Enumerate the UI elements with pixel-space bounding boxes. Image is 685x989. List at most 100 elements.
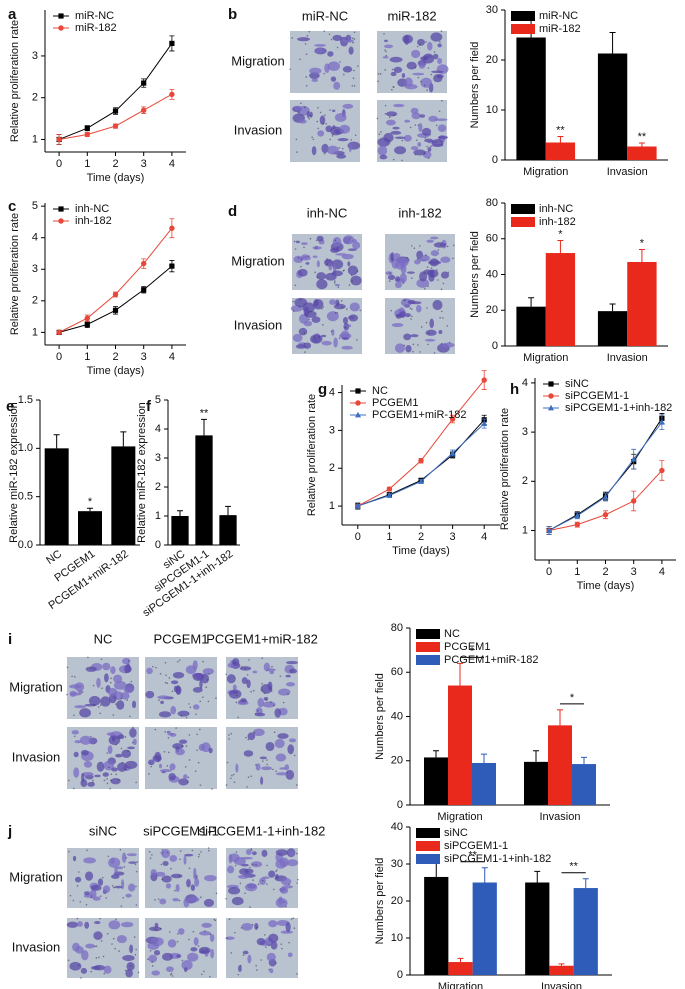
pore [228,734,230,736]
cell [310,334,323,344]
pore [323,30,326,32]
error-bar [528,297,535,307]
bar [627,261,657,346]
pore [346,308,348,310]
cell [394,343,405,353]
cell [73,767,80,778]
bar [525,882,550,975]
pore [388,116,391,119]
pore [211,788,213,790]
cell [85,666,97,672]
pore [178,659,181,661]
panel-letter: b [228,6,237,23]
pore [203,930,206,932]
column-label: siNC [89,823,117,838]
marker [386,492,393,498]
cell [121,921,134,928]
marker [112,108,119,114]
pore [317,106,319,109]
pore [99,917,101,920]
pore [112,714,115,716]
y-tick-label: 1.0 [18,442,33,454]
y-tick-label: 1.5 [18,394,33,406]
pore [164,661,167,664]
legend-swatch [416,629,440,639]
cell [94,774,101,778]
cell [277,733,289,739]
x-tick-label: 0 [546,566,552,578]
pore [308,30,311,33]
marker [574,521,580,528]
pore [426,266,429,268]
cell [303,320,313,327]
cell [165,883,172,889]
cell [172,898,179,902]
pore [348,284,351,286]
pore [164,731,167,733]
cell [285,921,291,933]
cell [341,345,353,350]
pore [69,894,72,897]
cell [314,43,327,47]
pore [411,315,413,318]
error-bar [177,510,183,516]
pore [420,80,422,83]
pore [275,962,277,964]
cell [77,921,83,927]
y-tick-label: 20 [391,755,403,767]
x-tick-label: 1 [84,351,90,363]
pore [279,675,282,677]
cell [232,684,237,691]
cell [260,776,264,785]
legend-label: inh-NC [539,203,573,215]
pore [286,771,288,774]
cell [103,965,112,974]
micrograph [145,918,217,978]
pore [322,306,325,308]
cell [412,72,425,76]
cell [235,763,239,773]
error-bar [557,136,564,143]
pore [305,53,308,55]
pore [261,760,264,762]
cell [286,859,299,867]
x-tick-label: 3 [631,566,637,578]
cell [242,950,249,955]
pore [177,660,179,663]
marker [169,91,175,98]
cell [125,969,133,978]
pore [79,901,82,903]
cell [116,866,124,870]
panel-letter: i [8,631,12,648]
cell [437,135,448,140]
cell [389,56,403,63]
pore [187,781,189,783]
cell [311,316,321,323]
micrograph [289,30,360,93]
cell [275,898,288,908]
y-tick-label: 3 [32,263,38,275]
cell [265,668,276,672]
pore [357,65,359,67]
pore [291,37,294,39]
pore [418,245,421,247]
cell [393,66,403,74]
pore [166,682,169,685]
marker [84,125,90,131]
legend-label: siPCGEM1-1+inh-182 [565,402,672,414]
cell [161,848,171,859]
cell [169,763,176,771]
pore [199,700,202,703]
pore [328,33,331,36]
cell [167,939,177,948]
pore [161,878,164,881]
pore [439,316,441,319]
pore [414,124,417,126]
pore [99,712,102,715]
column-label: inh-NC [307,205,347,220]
cell [301,254,309,259]
cell [108,735,121,746]
cell [74,740,82,744]
cell [151,970,161,976]
pore [417,124,420,127]
